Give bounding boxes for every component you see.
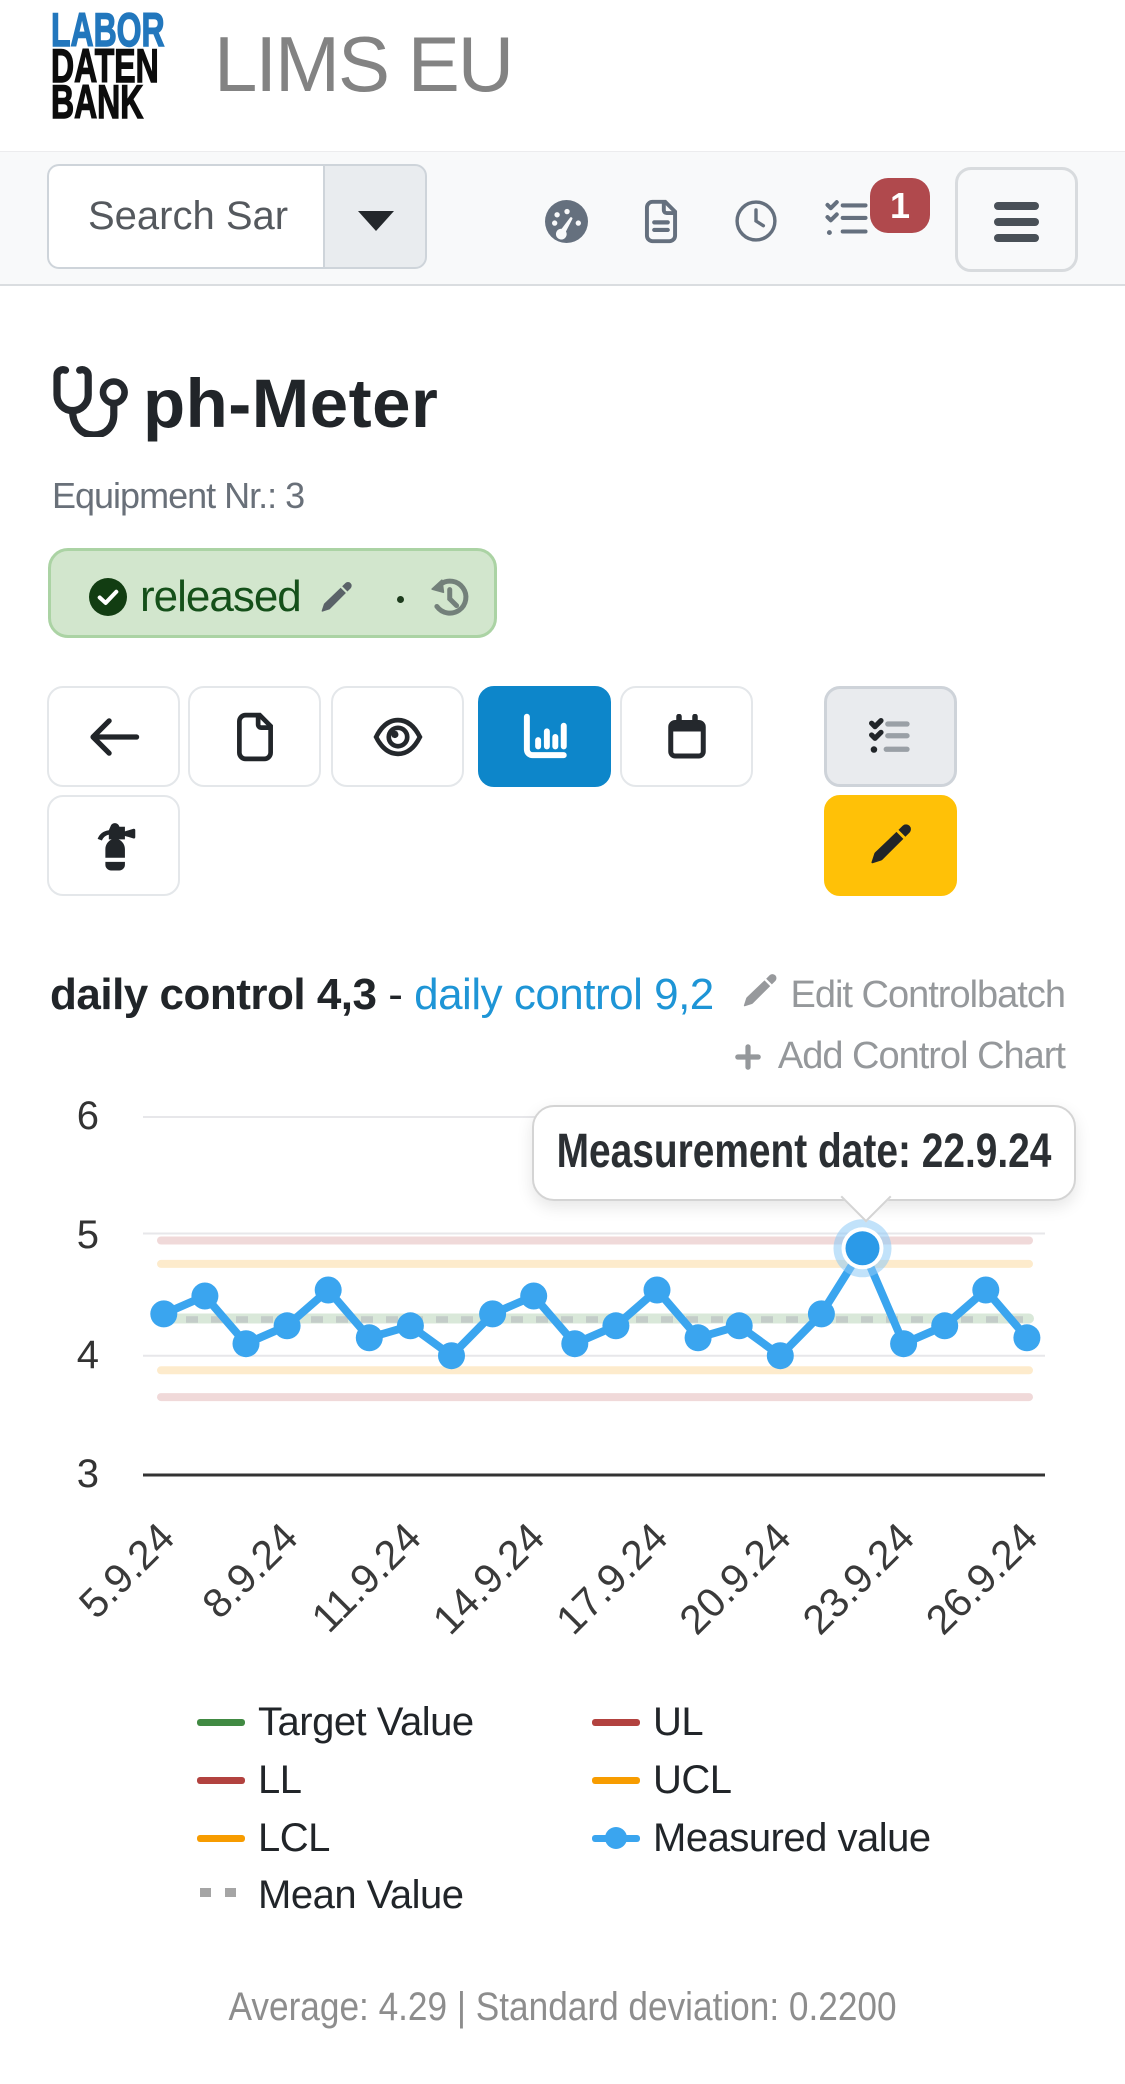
svg-text:5.9.24: 5.9.24 [70,1514,183,1627]
svg-text:8.9.24: 8.9.24 [193,1514,306,1627]
svg-text:23.9.24: 23.9.24 [794,1514,923,1643]
svg-text:6: 6 [77,1094,99,1138]
svg-text:11.9.24: 11.9.24 [303,1514,430,1641]
svg-text:20.9.24: 20.9.24 [670,1514,799,1643]
svg-text:4: 4 [77,1333,99,1377]
svg-text:5: 5 [77,1213,99,1257]
svg-text:17.9.24: 17.9.24 [547,1514,676,1643]
svg-text:14.9.24: 14.9.24 [424,1514,553,1643]
svg-text:26.9.24: 26.9.24 [917,1514,1046,1643]
svg-text:3: 3 [77,1452,99,1496]
